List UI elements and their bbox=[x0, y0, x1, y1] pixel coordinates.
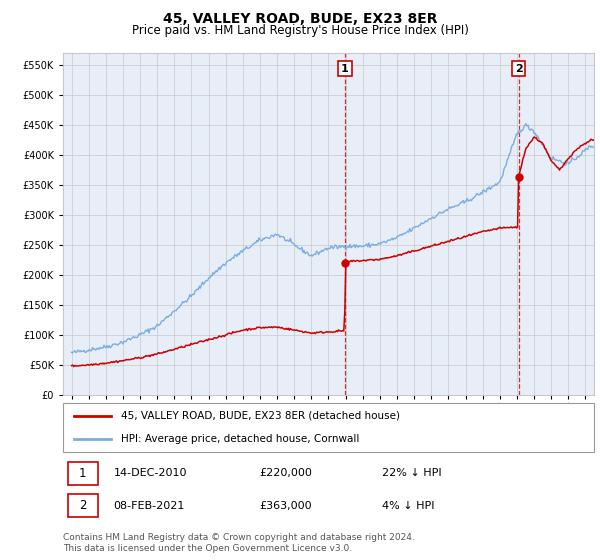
FancyBboxPatch shape bbox=[68, 462, 98, 485]
Text: 1: 1 bbox=[341, 64, 349, 73]
Text: Contains HM Land Registry data © Crown copyright and database right 2024.
This d: Contains HM Land Registry data © Crown c… bbox=[63, 533, 415, 553]
Text: HPI: Average price, detached house, Cornwall: HPI: Average price, detached house, Corn… bbox=[121, 433, 360, 444]
FancyBboxPatch shape bbox=[68, 494, 98, 517]
Text: 1: 1 bbox=[79, 467, 86, 480]
Text: 45, VALLEY ROAD, BUDE, EX23 8ER: 45, VALLEY ROAD, BUDE, EX23 8ER bbox=[163, 12, 437, 26]
Text: 4% ↓ HPI: 4% ↓ HPI bbox=[382, 501, 434, 511]
Text: 2: 2 bbox=[79, 499, 86, 512]
Text: 45, VALLEY ROAD, BUDE, EX23 8ER (detached house): 45, VALLEY ROAD, BUDE, EX23 8ER (detache… bbox=[121, 411, 400, 421]
Text: 08-FEB-2021: 08-FEB-2021 bbox=[113, 501, 185, 511]
Text: £220,000: £220,000 bbox=[259, 468, 313, 478]
Text: 22% ↓ HPI: 22% ↓ HPI bbox=[382, 468, 441, 478]
Text: 2: 2 bbox=[515, 64, 523, 73]
Text: £363,000: £363,000 bbox=[259, 501, 312, 511]
Text: Price paid vs. HM Land Registry's House Price Index (HPI): Price paid vs. HM Land Registry's House … bbox=[131, 24, 469, 36]
Text: 14-DEC-2010: 14-DEC-2010 bbox=[113, 468, 187, 478]
FancyBboxPatch shape bbox=[63, 403, 594, 452]
